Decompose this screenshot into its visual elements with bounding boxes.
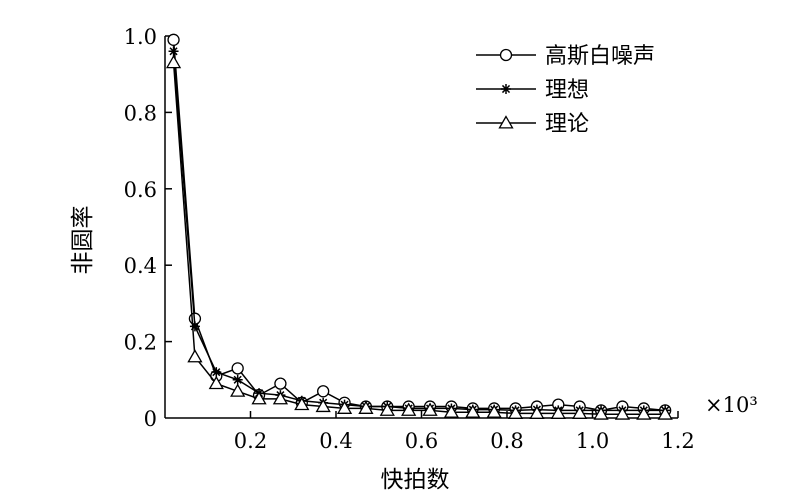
data-point (422, 402, 438, 416)
legend-item: 理想 (476, 78, 589, 103)
data-point (187, 349, 203, 363)
data-point (230, 383, 246, 397)
axes (164, 36, 678, 419)
data-point (379, 402, 395, 416)
data-point (315, 398, 331, 413)
data-point (636, 406, 652, 420)
x-tick-label: 0.4 (319, 429, 352, 453)
data-point (251, 391, 267, 405)
data-point (614, 406, 631, 420)
series-line (172, 39, 666, 412)
legend-marker (498, 115, 514, 129)
data-point (294, 396, 310, 411)
data-point (167, 33, 180, 46)
x-axis-title: 快拍数 (381, 467, 450, 493)
data-point (272, 391, 289, 405)
data-point (165, 54, 182, 69)
legend-marker (501, 84, 511, 94)
data-point (593, 406, 609, 420)
series-line (172, 62, 666, 415)
data-point (358, 400, 374, 414)
data-point (232, 374, 243, 385)
legend-label: 高斯白噪声 (545, 44, 655, 69)
data-point (657, 406, 673, 420)
y-tick-label: 0.6 (124, 178, 157, 202)
x-tick-label: 1.0 (576, 429, 609, 453)
data-point (465, 404, 481, 418)
x-tick-label: 0.2 (234, 429, 267, 453)
data-point (443, 404, 460, 418)
legend-marker (499, 48, 513, 62)
legend-label: 理想 (545, 78, 589, 103)
series-star (168, 46, 671, 416)
x-tick-label: 1.2 (661, 429, 694, 453)
data-point (336, 400, 353, 414)
series-triangle (165, 54, 673, 420)
y-tick-label: 1.0 (124, 25, 157, 49)
data-point (486, 404, 502, 418)
legend-item: 理论 (476, 112, 589, 137)
series-group (165, 33, 673, 420)
y-tick-label: 0.2 (124, 331, 157, 355)
x-tick-label: 0.8 (490, 429, 523, 453)
y-tick-label: 0.4 (124, 254, 157, 278)
data-point (189, 321, 200, 332)
y-tick-label: 0.8 (124, 101, 157, 125)
y-axis-title: 非圆率 (70, 206, 96, 275)
data-point (401, 402, 417, 416)
data-point (507, 405, 524, 419)
x-tick-label: 0.6 (405, 429, 438, 453)
legend-label: 理论 (545, 112, 589, 137)
legend-item: 高斯白噪声 (476, 44, 655, 69)
data-point (572, 405, 588, 419)
data-point (529, 405, 545, 419)
series-circle (167, 33, 672, 417)
data-point (208, 375, 224, 390)
series-line (172, 51, 666, 412)
ticks: 0.2 0.4 0.6 0.8 1.0 1.2 0 0.2 0.4 0.6 0.8 1.0 (124, 25, 695, 453)
data-point (211, 367, 222, 378)
data-point (317, 385, 330, 398)
y-tick-label: 0 (144, 407, 157, 431)
x-axis-multiplier: ×10³ (705, 393, 758, 417)
data-point (550, 405, 566, 419)
data-point (168, 46, 179, 57)
data-point (274, 377, 287, 390)
data-point (231, 362, 244, 375)
